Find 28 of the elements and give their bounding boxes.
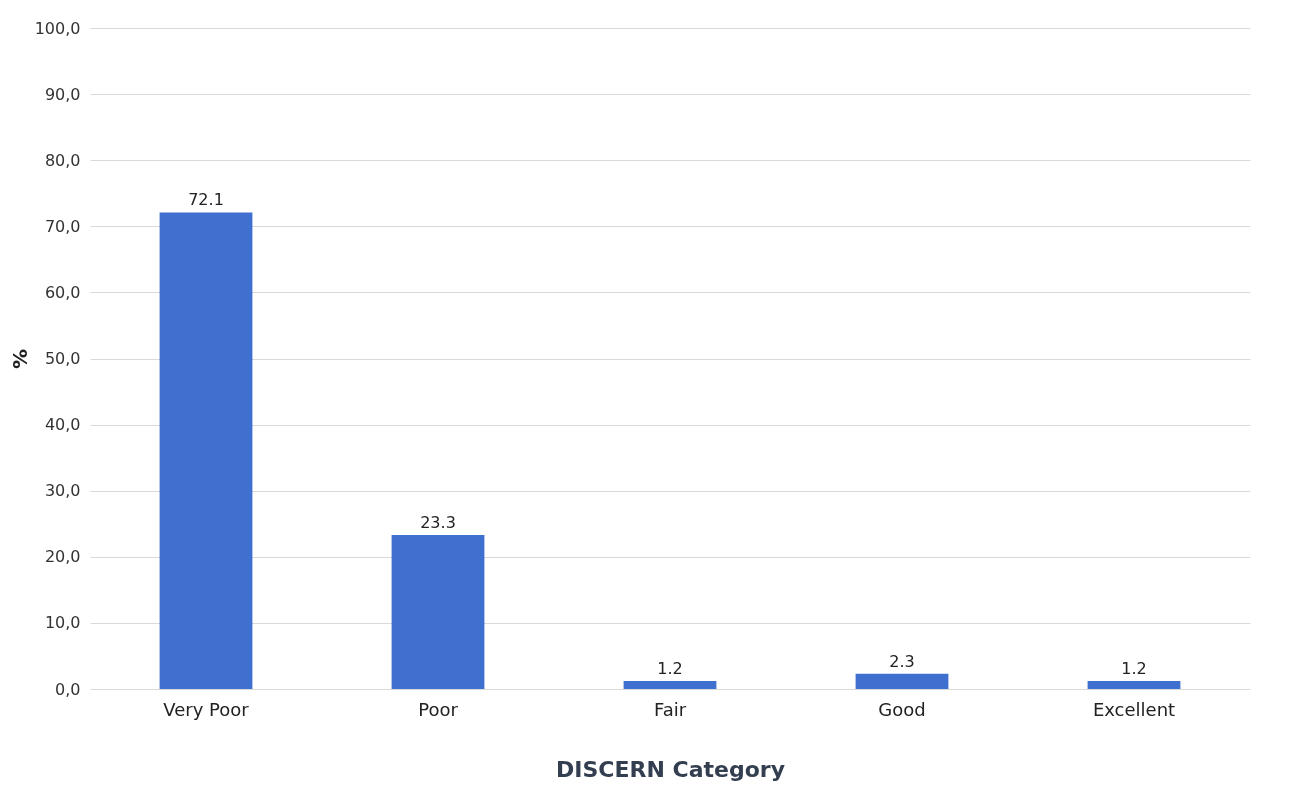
y-tick-label: 0,0 xyxy=(55,679,81,699)
x-axis-title: DISCERN Category xyxy=(556,756,785,782)
x-tick-label: Fair xyxy=(653,698,687,720)
y-axis-title: % xyxy=(7,348,32,370)
data-label: 23.3 xyxy=(420,512,456,532)
data-label: 1.2 xyxy=(657,659,683,679)
bar xyxy=(623,681,717,689)
y-tick-label: 10,0 xyxy=(44,613,81,633)
y-tick-label: 20,0 xyxy=(44,547,81,567)
y-tick-label: 70,0 xyxy=(44,216,81,236)
x-tick-label: Poor xyxy=(418,698,459,720)
y-tick-label: 40,0 xyxy=(44,415,81,435)
data-label: 72.1 xyxy=(188,190,224,210)
y-tick-label: 30,0 xyxy=(44,481,81,501)
bar xyxy=(159,212,253,689)
x-tick-label: Good xyxy=(878,698,926,720)
y-tick-label: 60,0 xyxy=(44,282,81,302)
data-label: 2.3 xyxy=(889,651,915,671)
bar xyxy=(855,673,949,689)
bar xyxy=(1087,681,1181,689)
bar xyxy=(391,534,485,689)
y-tick-label: 100,0 xyxy=(34,18,81,38)
data-label: 1.2 xyxy=(1121,659,1147,679)
y-tick-label: 80,0 xyxy=(44,150,81,170)
x-tick-label: Very Poor xyxy=(163,698,250,720)
x-tick-label: Excellent xyxy=(1092,698,1176,720)
y-tick-label: 90,0 xyxy=(44,84,81,104)
y-tick-label: 50,0 xyxy=(44,349,81,368)
